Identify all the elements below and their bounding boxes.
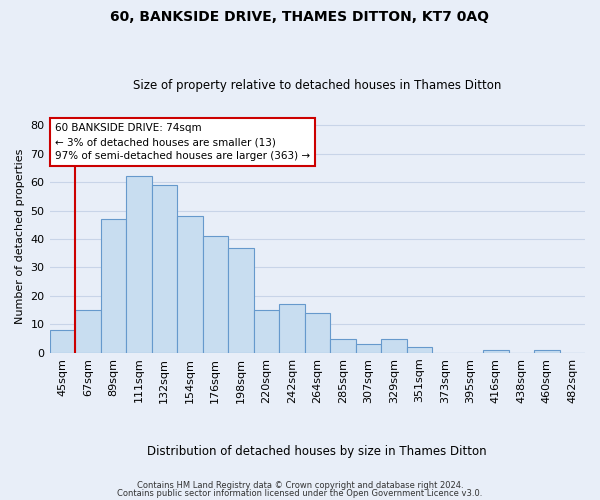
Bar (50, 330, 75, 353)
Bar (483, 350, 509, 353)
Bar (356, 344, 381, 353)
Bar (228, 248, 254, 353)
Bar (407, 347, 432, 353)
Bar (75, 310, 101, 353)
X-axis label: Distribution of detached houses by size in Thames Ditton: Distribution of detached houses by size … (148, 444, 487, 458)
Bar (152, 185, 177, 353)
Bar (305, 313, 330, 353)
Bar (177, 216, 203, 353)
Y-axis label: Number of detached properties: Number of detached properties (15, 148, 25, 324)
Bar (381, 338, 407, 353)
Bar (203, 236, 228, 353)
Bar (126, 176, 152, 353)
Bar (330, 338, 356, 353)
Bar (534, 350, 560, 353)
Text: 60 BANKSIDE DRIVE: 74sqm
← 3% of detached houses are smaller (13)
97% of semi-de: 60 BANKSIDE DRIVE: 74sqm ← 3% of detache… (55, 123, 310, 161)
Text: 60, BANKSIDE DRIVE, THAMES DITTON, KT7 0AQ: 60, BANKSIDE DRIVE, THAMES DITTON, KT7 0… (110, 10, 490, 24)
Bar (279, 304, 305, 353)
Bar (101, 219, 126, 353)
Title: Size of property relative to detached houses in Thames Ditton: Size of property relative to detached ho… (133, 79, 502, 92)
Text: Contains HM Land Registry data © Crown copyright and database right 2024.: Contains HM Land Registry data © Crown c… (137, 481, 463, 490)
Bar (254, 310, 279, 353)
Text: Contains public sector information licensed under the Open Government Licence v3: Contains public sector information licen… (118, 488, 482, 498)
